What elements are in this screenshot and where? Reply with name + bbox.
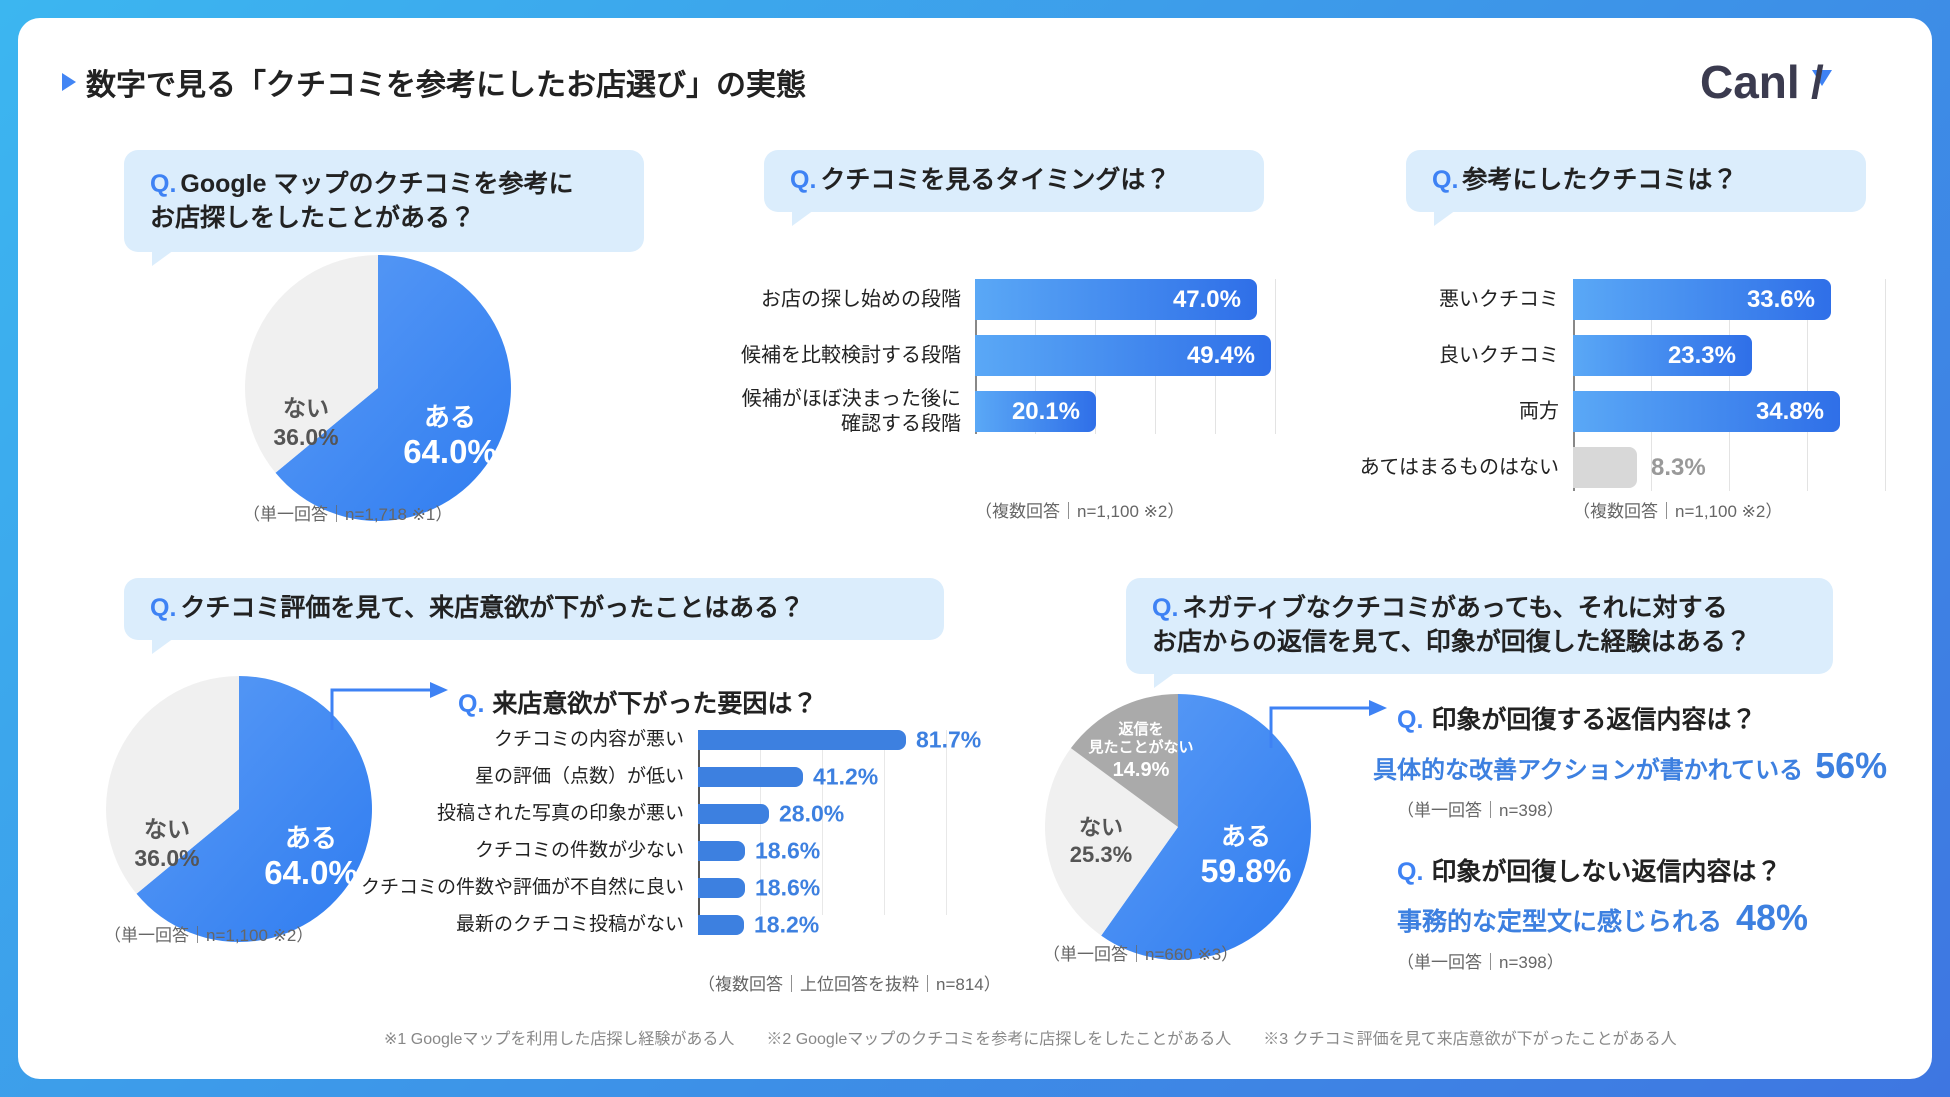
svg-text:Canl: Canl xyxy=(1700,56,1800,108)
svg-text:ある: ある xyxy=(424,402,476,432)
svg-text:見たことがない: 見たことがない xyxy=(1087,738,1193,756)
svg-text:/: / xyxy=(1811,56,1824,108)
svg-text:36.0%: 36.0% xyxy=(134,845,199,871)
svg-text:36.0%: 36.0% xyxy=(273,424,338,450)
svg-text:59.8%: 59.8% xyxy=(1201,853,1292,889)
svg-text:ある: ある xyxy=(1221,823,1271,851)
svg-text:64.0%: 64.0% xyxy=(264,854,358,891)
svg-text:14.9%: 14.9% xyxy=(1113,759,1170,781)
svg-text:64.0%: 64.0% xyxy=(403,433,497,470)
svg-text:ない: ない xyxy=(144,816,190,842)
svg-text:返信を: 返信を xyxy=(1118,720,1163,738)
svg-text:ある: ある xyxy=(285,823,337,853)
svg-text:25.3%: 25.3% xyxy=(1070,842,1132,867)
svg-text:ない: ない xyxy=(1079,815,1123,840)
svg-text:ない: ない xyxy=(283,395,329,421)
